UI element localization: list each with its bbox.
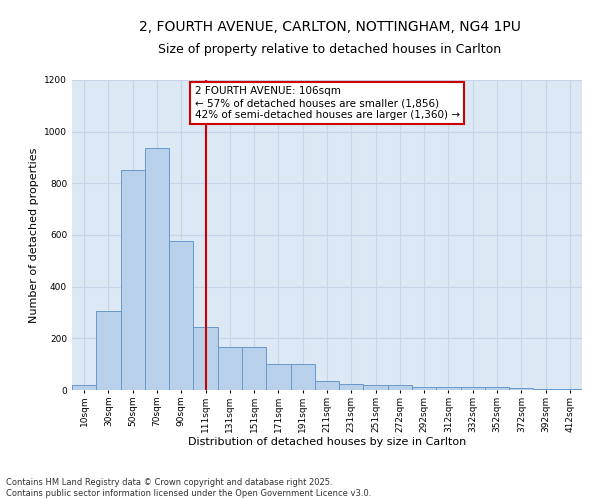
Bar bbox=[169, 242, 193, 390]
Bar bbox=[436, 388, 461, 390]
Text: Size of property relative to detached houses in Carlton: Size of property relative to detached ho… bbox=[158, 42, 502, 56]
Bar bbox=[145, 148, 169, 390]
Bar bbox=[485, 388, 509, 390]
Bar bbox=[388, 386, 412, 390]
Text: 2 FOURTH AVENUE: 106sqm
← 57% of detached houses are smaller (1,856)
42% of semi: 2 FOURTH AVENUE: 106sqm ← 57% of detache… bbox=[194, 86, 460, 120]
Bar bbox=[96, 311, 121, 390]
Text: 2, FOURTH AVENUE, CARLTON, NOTTINGHAM, NG4 1PU: 2, FOURTH AVENUE, CARLTON, NOTTINGHAM, N… bbox=[139, 20, 521, 34]
Bar bbox=[218, 348, 242, 390]
Bar bbox=[558, 389, 582, 390]
Bar bbox=[533, 388, 558, 390]
Y-axis label: Number of detached properties: Number of detached properties bbox=[29, 148, 38, 322]
Bar bbox=[315, 381, 339, 390]
Bar bbox=[72, 385, 96, 390]
Bar bbox=[509, 388, 533, 390]
Bar bbox=[242, 348, 266, 390]
Bar bbox=[461, 388, 485, 390]
X-axis label: Distribution of detached houses by size in Carlton: Distribution of detached houses by size … bbox=[188, 438, 466, 448]
Bar bbox=[290, 364, 315, 390]
Bar bbox=[412, 387, 436, 390]
Bar bbox=[339, 384, 364, 390]
Bar bbox=[193, 326, 218, 390]
Text: Contains HM Land Registry data © Crown copyright and database right 2025.
Contai: Contains HM Land Registry data © Crown c… bbox=[6, 478, 371, 498]
Bar bbox=[121, 170, 145, 390]
Bar bbox=[364, 385, 388, 390]
Bar bbox=[266, 364, 290, 390]
